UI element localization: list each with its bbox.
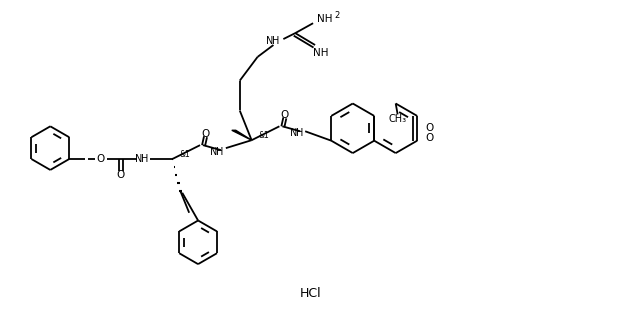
Text: O: O xyxy=(425,133,433,143)
Text: HCl: HCl xyxy=(300,287,321,300)
Polygon shape xyxy=(232,130,252,140)
Text: H: H xyxy=(141,154,148,164)
Text: CH₃: CH₃ xyxy=(389,114,407,124)
Text: O: O xyxy=(425,123,433,133)
Text: O: O xyxy=(280,111,289,120)
Text: &1: &1 xyxy=(259,131,269,140)
Text: N: N xyxy=(211,147,218,157)
Text: N: N xyxy=(289,128,297,138)
Text: N: N xyxy=(266,36,273,46)
Text: 2: 2 xyxy=(335,11,340,20)
Text: O: O xyxy=(116,170,125,180)
Text: H: H xyxy=(296,128,303,138)
Text: H: H xyxy=(272,36,279,46)
Text: N: N xyxy=(135,154,142,164)
Text: NH: NH xyxy=(317,14,333,24)
Text: H: H xyxy=(216,147,224,157)
Text: NH: NH xyxy=(314,48,329,58)
Text: O: O xyxy=(201,129,209,139)
Text: O: O xyxy=(97,154,105,164)
Text: &1: &1 xyxy=(179,150,190,159)
